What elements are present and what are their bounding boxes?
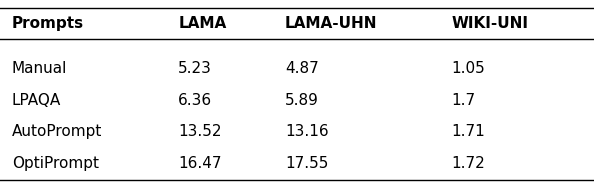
Text: 16.47: 16.47 xyxy=(178,156,222,171)
Text: OptiPrompt: OptiPrompt xyxy=(12,156,99,171)
Text: 1.72: 1.72 xyxy=(451,156,485,171)
Text: 17.55: 17.55 xyxy=(285,156,328,171)
Text: 13.16: 13.16 xyxy=(285,124,328,139)
Text: WIKI-UNI: WIKI-UNI xyxy=(451,16,529,31)
Text: 5.23: 5.23 xyxy=(178,61,212,76)
Text: 5.89: 5.89 xyxy=(285,92,319,108)
Text: LAMA-UHN: LAMA-UHN xyxy=(285,16,378,31)
Text: AutoPrompt: AutoPrompt xyxy=(12,124,102,139)
Text: 1.71: 1.71 xyxy=(451,124,485,139)
Text: LAMA: LAMA xyxy=(178,16,226,31)
Text: Prompts: Prompts xyxy=(12,16,84,31)
Text: 13.52: 13.52 xyxy=(178,124,222,139)
Text: 1.7: 1.7 xyxy=(451,92,476,108)
Text: 6.36: 6.36 xyxy=(178,92,212,108)
Text: 4.87: 4.87 xyxy=(285,61,319,76)
Text: 1.05: 1.05 xyxy=(451,61,485,76)
Text: LPAQA: LPAQA xyxy=(12,92,61,108)
Text: Manual: Manual xyxy=(12,61,67,76)
